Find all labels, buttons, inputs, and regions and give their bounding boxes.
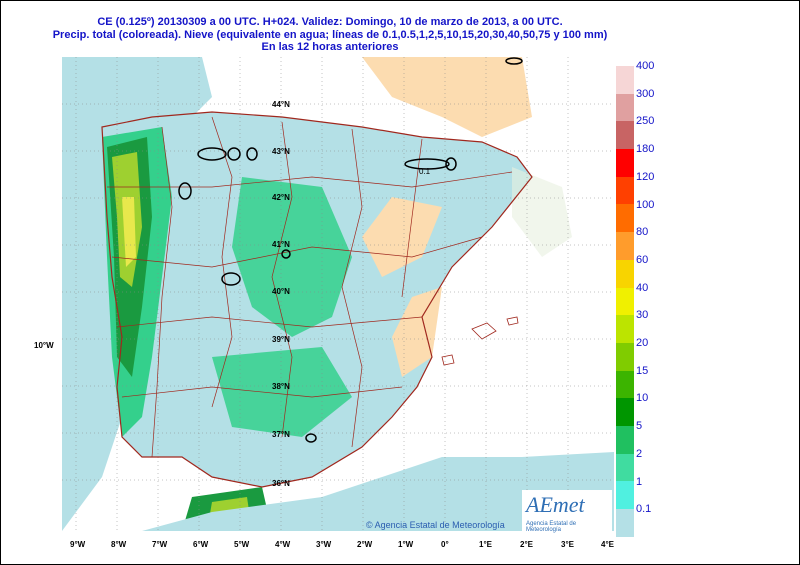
legend-label: 10 <box>636 392 649 405</box>
legend-swatch <box>616 453 634 482</box>
legend-label: 180 <box>636 143 655 156</box>
legend-label: 2 <box>636 447 643 460</box>
legend-swatch <box>616 287 634 316</box>
legend-label: 100 <box>636 198 655 211</box>
lon-label-6w: 6°W <box>193 540 209 549</box>
lat-label-38: 38°N <box>272 382 290 391</box>
menorca-island <box>506 316 519 326</box>
legend-swatch <box>616 232 634 260</box>
legend-label: 80 <box>636 226 649 239</box>
legend-label: 120 <box>636 170 655 183</box>
legend-label: 1 <box>636 475 643 488</box>
legend-swatch <box>616 259 634 288</box>
legend-swatch <box>616 149 634 177</box>
lon-label-0: 0° <box>441 540 449 549</box>
lon-label-2w: 2°W <box>357 540 373 549</box>
legend-swatch <box>616 342 634 371</box>
lon-side-label: 10°W <box>34 341 54 350</box>
legend-label: 15 <box>636 364 649 377</box>
legend-swatch <box>616 398 634 426</box>
lon-label-3w: 3°W <box>316 540 332 549</box>
aemet-logo: AEmet Agencia Estatal de Meteorología <box>522 490 612 533</box>
legend-swatch <box>616 176 634 205</box>
lon-label-8w: 8°W <box>111 540 127 549</box>
legend-swatch <box>616 93 634 122</box>
lat-label-41: 41°N <box>272 240 290 249</box>
lat-label-43: 43°N <box>272 147 290 156</box>
legend-label: 400 <box>636 60 655 72</box>
lat-label-44: 44°N <box>272 100 290 109</box>
legend-label: 0.1 <box>636 503 652 516</box>
title-line-1: CE (0.125º) 20130309 a 00 UTC. H+024. Va… <box>97 16 563 28</box>
dry-area-france <box>362 57 532 137</box>
legend-swatch <box>616 370 634 399</box>
snow-contours <box>178 57 523 443</box>
lon-label-5w: 5°W <box>234 540 250 549</box>
legend-label: 40 <box>636 281 649 294</box>
legend-label: 60 <box>636 253 649 266</box>
lat-label-40: 40°N <box>272 287 290 296</box>
legend-label: 30 <box>636 309 649 322</box>
dry-area-ebro <box>362 197 442 277</box>
legend-swatch <box>616 66 634 94</box>
credit-text: © Agencia Estatal de Meteorología <box>366 520 505 530</box>
title-line-2: Precip. total (coloreada). Nieve (equiva… <box>52 29 608 41</box>
peninsula-coastline <box>101 111 533 488</box>
legend-label: 5 <box>636 420 643 433</box>
africa-light-precip <box>142 452 614 531</box>
ibiza-island <box>441 354 455 366</box>
legend-label: 300 <box>636 87 655 100</box>
legend-swatch <box>616 509 634 537</box>
legend-swatch <box>616 315 634 343</box>
lat-label-37: 37°N <box>272 430 290 439</box>
lat-label-42: 42°N <box>272 193 290 202</box>
lon-label-2e: 2°E <box>520 540 533 549</box>
lon-label-9w: 9°W <box>70 540 86 549</box>
lat-label-39: 39°N <box>272 335 290 344</box>
lat-label-36: 36°N <box>272 479 290 488</box>
legend-swatch <box>616 204 634 233</box>
dry-area-levante <box>392 287 442 377</box>
moderate-precip-south <box>212 347 352 437</box>
mallorca-island <box>471 322 497 340</box>
logo-text: AEmet <box>526 492 585 517</box>
peak-precip-galicia <box>122 197 136 267</box>
logo-subtext: Agencia Estatal de Meteorología <box>526 521 577 533</box>
title-line-3: En las 12 horas anteriores <box>261 41 399 53</box>
lon-label-3e: 3°E <box>561 540 574 549</box>
lon-label-4w: 4°W <box>275 540 291 549</box>
legend-label: 20 <box>636 337 649 349</box>
lon-label-4e: 4°E <box>601 540 614 549</box>
legend-label: 250 <box>636 115 655 128</box>
precipitation-map: 0.1 <box>62 57 614 531</box>
legend-swatch <box>616 481 634 509</box>
legend-swatch <box>616 121 634 150</box>
lon-label-1w: 1°W <box>398 540 414 549</box>
province-borders <box>107 116 513 458</box>
lon-label-1e: 1°E <box>479 540 492 549</box>
snow-contour-label: 0.1 <box>419 167 431 176</box>
precip-legend <box>616 66 634 537</box>
lon-label-7w: 7°W <box>152 540 168 549</box>
legend-swatch <box>616 425 634 454</box>
